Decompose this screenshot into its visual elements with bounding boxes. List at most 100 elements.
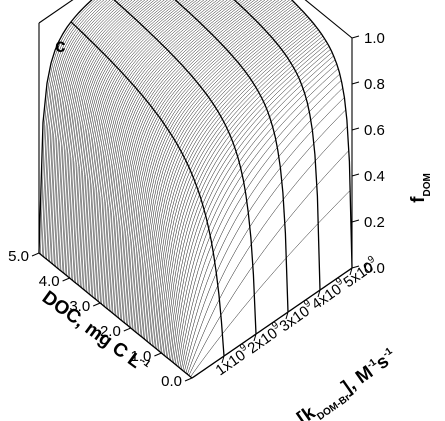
mesh-doc-line <box>150 19 311 345</box>
mesh-doc-line <box>153 23 314 347</box>
z-tick-label: 0.8 <box>364 76 385 93</box>
surface-patch <box>213 71 252 114</box>
z-tick-label: 1.0 <box>364 30 385 47</box>
surface-patch <box>240 0 262 12</box>
surface-patch <box>95 11 134 52</box>
mesh-doc-line <box>52 0 120 265</box>
mesh-k-line <box>113 0 257 335</box>
mesh-doc-line <box>141 9 302 337</box>
surface-patch <box>313 109 352 290</box>
mesh-doc-line <box>72 0 162 281</box>
z-tick-labels: 0.0 0.2 0.4 0.6 0.8 1.0 <box>351 30 385 277</box>
top-right-edge <box>304 0 353 39</box>
surface-patch <box>162 79 201 131</box>
surface-patch <box>263 71 302 117</box>
mesh-doc-line <box>103 0 228 306</box>
surface-patch <box>107 23 146 64</box>
mesh-doc-line <box>132 0 293 330</box>
mesh-doc-line <box>179 73 340 369</box>
mesh-doc-line <box>124 0 276 324</box>
z-tick-label: 0.0 <box>364 260 385 277</box>
z-axis-title-sub: DOM <box>422 173 433 196</box>
mesh-doc-line <box>81 0 181 289</box>
surface-patch <box>295 43 334 85</box>
mesh-doc-line <box>162 36 324 355</box>
mesh-doc-line <box>86 0 191 292</box>
mesh-doc-line <box>187 126 348 375</box>
mesh-k-line <box>38 252 193 379</box>
panel-label: c <box>55 36 66 57</box>
mesh-doc-line <box>125 0 280 325</box>
surface-patch <box>89 6 128 46</box>
mesh-doc-line <box>57 0 130 269</box>
mesh-doc-line <box>40 0 95 255</box>
mesh-doc-line <box>158 29 319 351</box>
mesh-doc-line <box>41 0 99 256</box>
doc-tick-mark <box>93 302 101 307</box>
surface-patch <box>176 30 215 66</box>
mesh-doc-line <box>101 0 225 305</box>
doc-tick-labels: 0.0 1.0 2.0 3.0 4.0 5.0 <box>8 248 193 390</box>
doc-tick-label: 2.0 <box>100 323 121 340</box>
mesh-doc-line <box>173 55 334 364</box>
surface-patch <box>257 60 296 102</box>
mesh-doc-line <box>159 31 321 352</box>
mesh-k-line <box>174 0 289 313</box>
doc-tick-mark <box>62 277 70 282</box>
mesh-doc-line <box>171 52 333 362</box>
surface-patch <box>217 226 256 356</box>
z-tick-mark <box>351 81 360 85</box>
mesh-doc-line <box>116 0 259 317</box>
surface-patch <box>138 52 177 99</box>
mesh-doc-line <box>139 8 301 336</box>
surface-patch <box>289 33 328 72</box>
z-axis-title: fDOM <box>408 173 433 203</box>
doc-tick-label: 1.0 <box>131 348 152 365</box>
surface-patch <box>156 72 195 122</box>
mesh-doc-line <box>70 0 159 280</box>
surface-patch <box>199 138 238 216</box>
surface-patch <box>182 36 221 73</box>
mesh-doc-line <box>47 0 111 261</box>
surface-patch <box>193 125 232 195</box>
mesh-k-line <box>70 21 225 357</box>
mesh-doc-line <box>69 0 155 279</box>
surface-patch <box>100 83 139 309</box>
surface-patch <box>281 143 320 312</box>
surface-patch <box>124 113 163 328</box>
surface-patch <box>277 18 316 52</box>
k-tick-mark <box>349 267 353 276</box>
mesh-doc-line <box>78 0 175 286</box>
surface-patch <box>283 25 322 61</box>
z-axis-title-main: f <box>408 196 429 203</box>
mesh-doc-line <box>75 0 168 284</box>
mesh-doc-line <box>49 0 114 262</box>
surface-patch <box>77 0 116 34</box>
surface-patch <box>252 0 290 24</box>
surface-patch <box>175 95 214 152</box>
surface-patch <box>246 0 276 18</box>
mesh-doc-line <box>107 0 238 310</box>
mesh-doc-line <box>155 25 316 349</box>
surface-patch <box>133 0 168 24</box>
mesh-doc-line <box>184 97 345 372</box>
mesh-doc-line <box>164 38 325 356</box>
surface-patch <box>237 117 276 183</box>
surface-patch <box>150 65 189 114</box>
surface-patch <box>130 122 169 333</box>
doc-tick-label: 3.0 <box>69 298 90 315</box>
mesh-doc-line <box>127 0 283 326</box>
k-tick-mark <box>221 355 225 364</box>
mesh-doc-line <box>133 1 295 331</box>
mesh-doc-line <box>96 0 215 301</box>
mesh-doc-line <box>84 0 188 291</box>
mesh-doc-line <box>122 0 273 322</box>
surface-patch <box>83 0 122 40</box>
k-axis-title-main: [k <box>293 402 319 421</box>
mesh-doc-line <box>167 43 328 359</box>
mesh-doc-line <box>58 0 133 270</box>
mesh-doc-line <box>60 0 136 271</box>
mesh-doc-line <box>67 0 152 277</box>
mesh-doc-line <box>170 49 331 361</box>
